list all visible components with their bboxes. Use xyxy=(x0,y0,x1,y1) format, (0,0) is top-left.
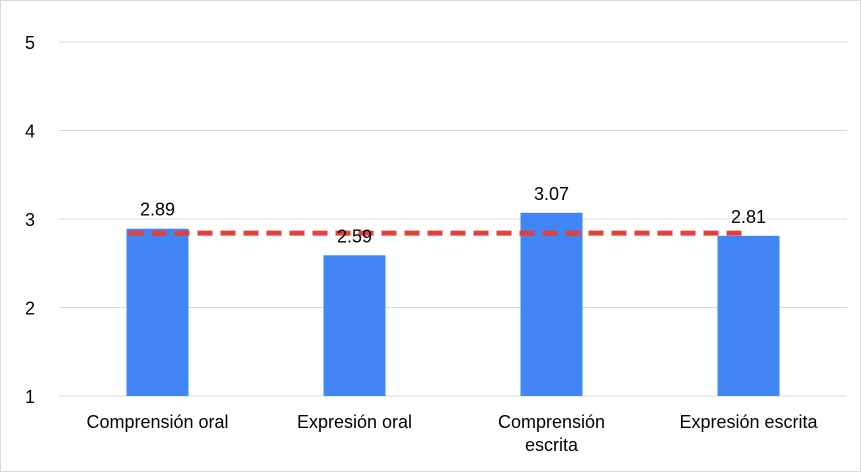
x-category-label: Comprensión oral xyxy=(86,412,228,432)
data-label: 3.07 xyxy=(534,184,569,204)
bar xyxy=(520,212,583,396)
y-tick-label: 3 xyxy=(25,210,35,230)
bar xyxy=(717,235,780,396)
data-label: 2.59 xyxy=(337,226,372,246)
x-category-label: escrita xyxy=(525,435,579,455)
y-tick-label: 5 xyxy=(25,33,35,53)
x-category-label: Expresión oral xyxy=(297,412,412,432)
y-tick-label: 2 xyxy=(25,299,35,319)
bar xyxy=(126,228,189,396)
bar xyxy=(323,255,386,396)
y-tick-label: 4 xyxy=(25,122,35,142)
x-category-label: Comprensión xyxy=(498,412,605,432)
data-label: 2.89 xyxy=(140,200,175,220)
data-label: 2.81 xyxy=(731,207,766,227)
x-category-label: Expresión escrita xyxy=(679,412,818,432)
y-tick-label: 1 xyxy=(25,387,35,407)
